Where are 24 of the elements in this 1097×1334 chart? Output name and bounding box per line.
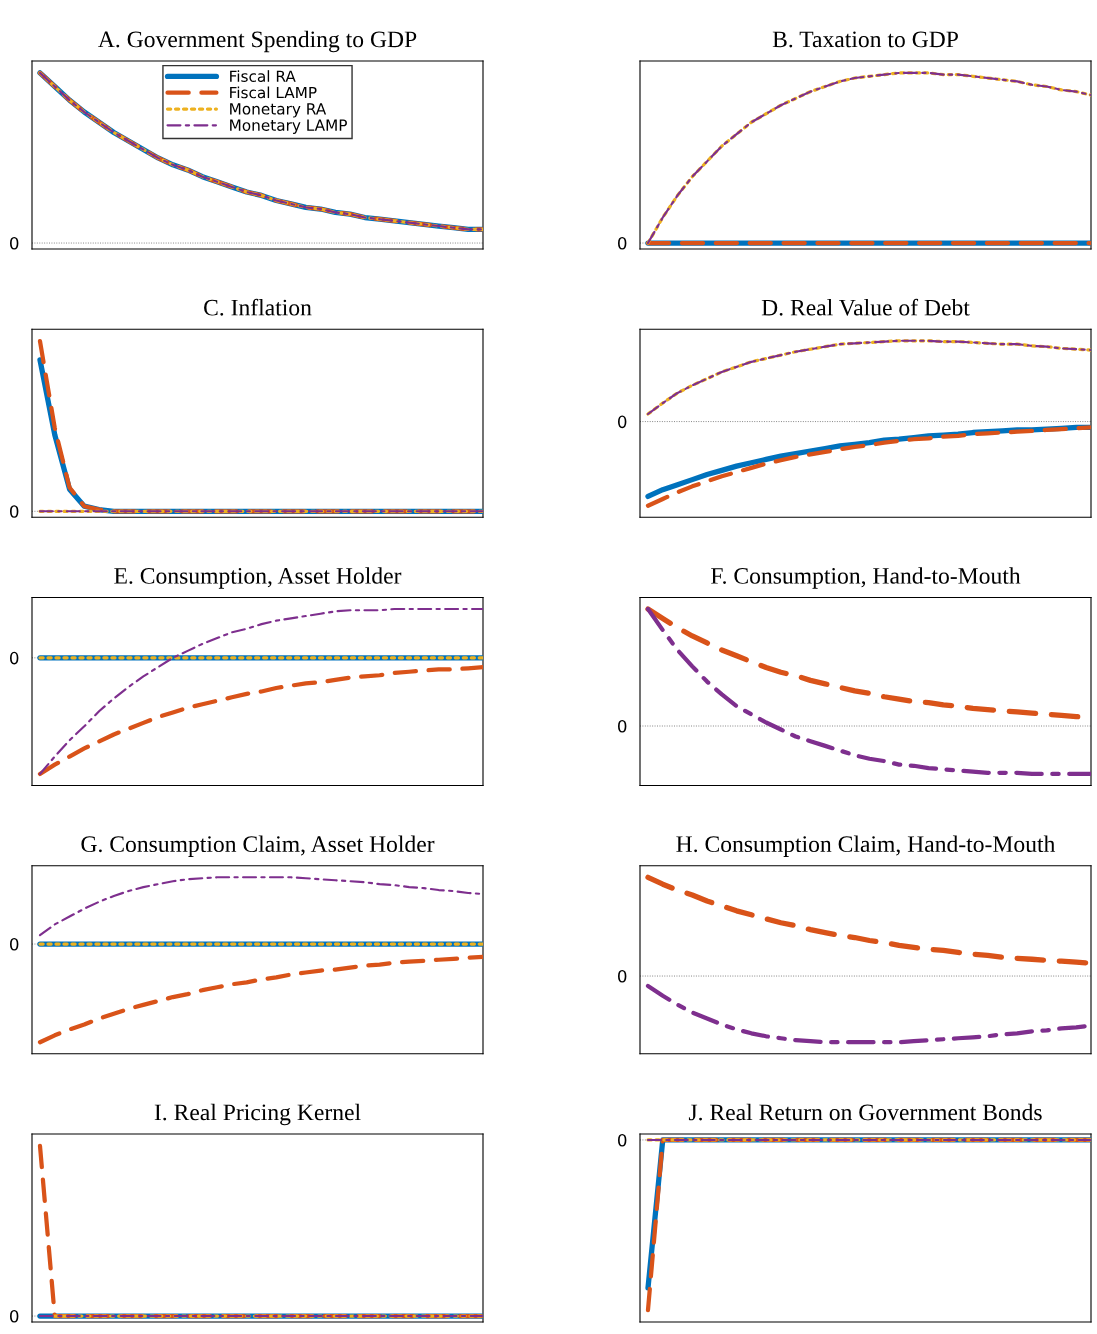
chart-title: A. Government Spending to GDP — [98, 30, 417, 53]
chart-title: B. Taxation to GDP — [772, 31, 958, 48]
chart-title: E. Consumption, Asset Holder — [114, 567, 402, 589]
ref-line-label: 0 — [617, 237, 627, 250]
ref-line-label: 0 — [617, 970, 627, 983]
legend-label: Monetary LAMP — [230, 119, 347, 134]
ref-line-label: 0 — [617, 1133, 627, 1147]
ref-line-label: 0 — [617, 719, 627, 733]
chart-title: I. Real Pricing Kernel — [154, 1103, 361, 1126]
chart-title: J. Real Return on Government Bonds — [688, 1103, 1042, 1121]
legend-label: Monetary RA — [230, 103, 327, 118]
ref-line-label: 0 — [9, 237, 19, 250]
chart-title: G. Consumption Claim, Asset Holder — [81, 835, 435, 857]
chart-title: D. Real Value of Debt — [761, 298, 970, 316]
chart-title: H. Consumption Claim, Hand-to-Mouth — [676, 835, 1056, 857]
ref-line-label: 0 — [9, 938, 19, 951]
legend-label: Fiscal RA — [230, 70, 296, 82]
chart-title: F. Consumption, Hand-to-Mouth — [711, 567, 1021, 589]
ref-line-label: 0 — [9, 1310, 19, 1323]
ref-line-label: 0 — [9, 505, 19, 518]
ref-line-label: 0 — [617, 415, 627, 429]
chart-title: C. Inflation — [204, 298, 312, 316]
ref-line-label: 0 — [9, 651, 19, 665]
legend-label: Fiscal LAMP — [230, 86, 317, 99]
